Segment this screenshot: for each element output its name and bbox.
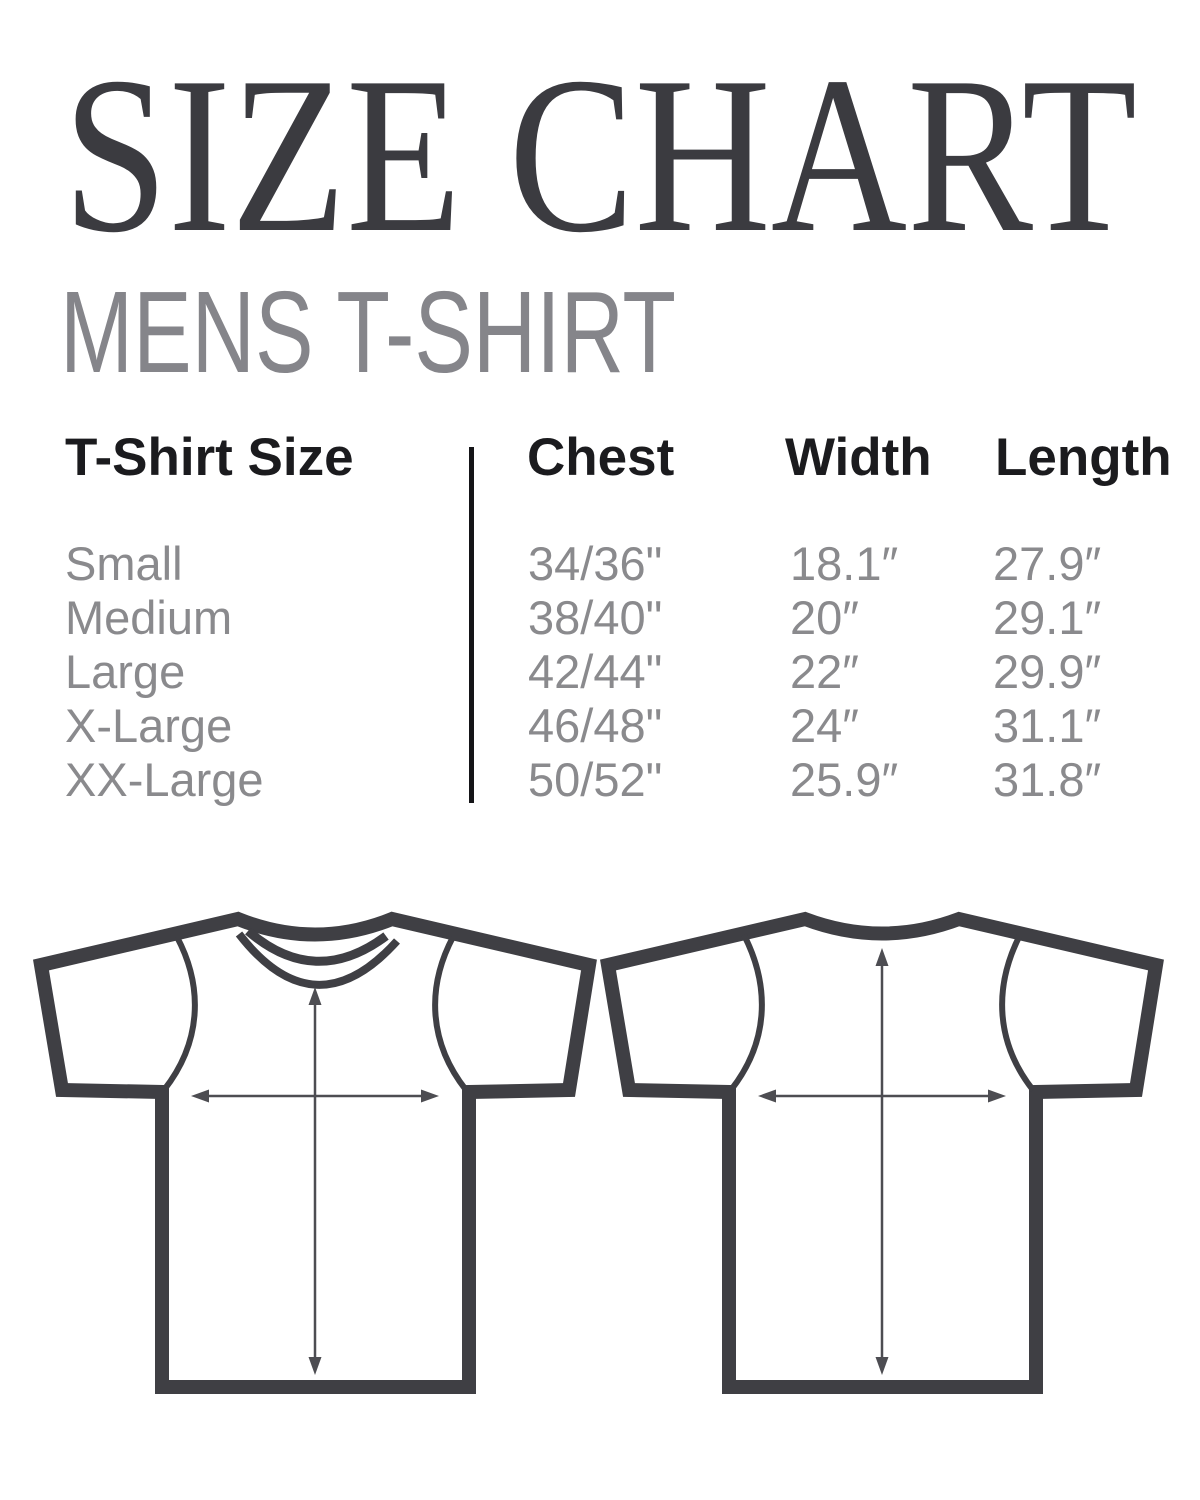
- cell-width: 22″: [790, 645, 859, 698]
- column-header-width: Width: [785, 428, 932, 487]
- cell-length: 27.9″: [993, 537, 1102, 590]
- cell-width: 18.1″: [790, 537, 899, 590]
- table-row: Small 34/36" 18.1″ 27.9″: [0, 537, 1200, 591]
- length-arrow-icon: [308, 987, 322, 1375]
- cell-length: 31.1″: [993, 699, 1102, 752]
- cell-length: 29.9″: [993, 645, 1102, 698]
- collar-inner-arc: [245, 927, 389, 966]
- page-subtitle: MENS T-SHIRT: [60, 284, 676, 389]
- page-subtitle-text: MENS T-SHIRT: [60, 284, 676, 389]
- table-row: X-Large 46/48" 24″ 31.1″: [0, 699, 1200, 753]
- length-arrow-icon: [875, 948, 889, 1375]
- page-title-text: SIZE CHART: [63, 80, 1137, 245]
- width-arrow-icon: [191, 1089, 439, 1103]
- sleeve-seam-right: [432, 935, 469, 1092]
- table-row: Medium 38/40" 20″ 29.1″: [0, 591, 1200, 645]
- sleeve-seam-left: [161, 935, 198, 1092]
- table-row: XX-Large 50/52" 25.9″ 31.8″: [0, 753, 1200, 807]
- cell-chest: 38/40": [528, 591, 663, 644]
- collar-ribbing: [235, 927, 400, 989]
- column-header-chest: Chest: [527, 428, 675, 487]
- cell-size: XX-Large: [65, 753, 264, 806]
- sleeve-seams: [161, 935, 469, 1092]
- tshirt-front-diagram: [33, 911, 597, 1394]
- tshirt-back-diagram: [600, 911, 1164, 1394]
- column-header-size: T-Shirt Size: [65, 428, 354, 487]
- collar-outer-arc: [235, 931, 400, 989]
- sleeve-seam-left: [728, 933, 765, 1092]
- width-arrow-icon: [758, 1089, 1006, 1103]
- cell-width: 20″: [790, 591, 859, 644]
- column-header-length: Length: [995, 428, 1172, 487]
- cell-size: Small: [65, 537, 183, 590]
- table-divider: [469, 447, 474, 803]
- cell-chest: 34/36": [528, 537, 663, 590]
- cell-width: 24″: [790, 699, 859, 752]
- cell-chest: 46/48": [528, 699, 663, 752]
- cell-length: 31.8″: [993, 753, 1102, 806]
- cell-chest: 50/52": [528, 753, 663, 806]
- cell-size: Large: [65, 645, 186, 698]
- sleeve-seam-right: [999, 933, 1036, 1092]
- sleeve-seams: [728, 933, 1036, 1092]
- cell-length: 29.1″: [993, 591, 1102, 644]
- cell-size: Medium: [65, 591, 233, 644]
- cell-size: X-Large: [65, 699, 233, 752]
- page-title: SIZE CHART: [63, 80, 1137, 245]
- cell-chest: 42/44": [528, 645, 663, 698]
- table-row: Large 42/44" 22″ 29.9″: [0, 645, 1200, 699]
- cell-width: 25.9″: [790, 753, 899, 806]
